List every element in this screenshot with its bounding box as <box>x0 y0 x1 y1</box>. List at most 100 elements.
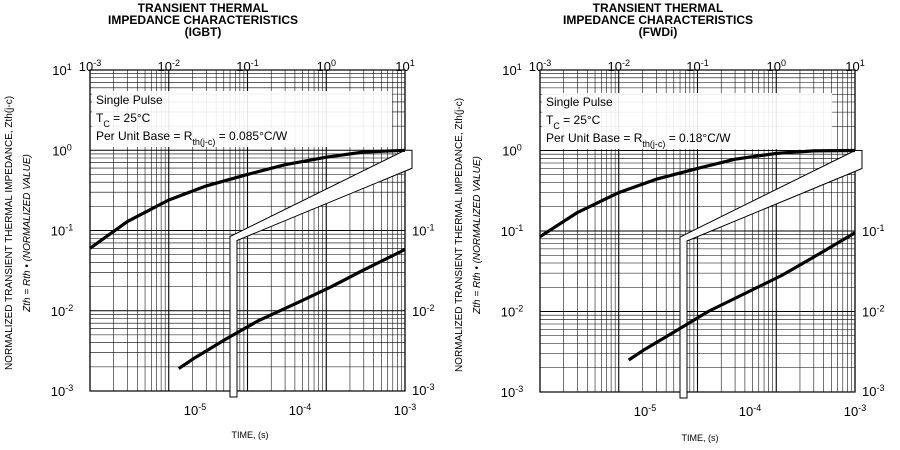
upper-x-tick-label: 101 <box>845 58 864 74</box>
upper-x-tick-label: 10-3 <box>529 58 551 74</box>
chart-title-line: (IGBT) <box>185 25 222 39</box>
tick-exponent: -3 <box>515 384 523 394</box>
lower-x-tick-label: 10-3 <box>844 403 866 419</box>
annotation-box <box>542 93 832 149</box>
left-y-tick-label: 10-2 <box>51 303 73 319</box>
annotation-base: Per Unit Base = Rth(j-c) = 0.18°C/W <box>546 131 731 149</box>
tick-exponent: -3 <box>858 403 866 413</box>
tick-exponent: -5 <box>198 402 206 412</box>
tick-exponent: 1 <box>517 62 522 72</box>
y-axis-label: NORMALIZED TRANSIENT THERMAL IMPEDANCE, … <box>4 96 15 370</box>
x-axis-label: TIME, (s) <box>682 433 719 443</box>
left-y-tick-label: 10-1 <box>51 223 73 239</box>
tick-base: 10 <box>844 404 858 419</box>
annotation-base-main: Per Unit Base = R <box>96 129 193 143</box>
tick-base: 10 <box>412 304 426 319</box>
annotation-temp-sub: C <box>103 119 110 129</box>
right-y-tick-label: 10-3 <box>412 382 434 398</box>
scale-break <box>679 150 863 399</box>
tick-exponent: -1 <box>426 223 434 233</box>
annotation-temp-rest: = 25°C <box>560 113 601 127</box>
tick-exponent: -2 <box>622 58 630 68</box>
annotation-box <box>92 91 392 147</box>
tick-exponent: 0 <box>67 142 72 152</box>
tick-exponent: 1 <box>67 62 72 72</box>
tick-base: 10 <box>529 59 543 74</box>
right-y-tick-label: 10-2 <box>412 303 434 319</box>
right-y-tick-label: 10-2 <box>862 304 884 320</box>
upper-x-tick-label: 100 <box>767 58 786 74</box>
tick-base: 10 <box>501 224 515 239</box>
annotation-pulse: Single Pulse <box>96 93 163 107</box>
tick-exponent: 0 <box>331 58 336 68</box>
tick-base: 10 <box>608 59 622 74</box>
chart-title-line: (FWDi) <box>639 25 678 39</box>
annotation-temp: TC = 25°C <box>96 111 151 129</box>
plot-frame <box>539 69 856 393</box>
left-y-tick-label: 10-3 <box>51 383 73 399</box>
tick-base: 10 <box>51 224 65 239</box>
annotation-base-main: Per Unit Base = R <box>546 131 643 145</box>
scale-break <box>229 149 413 398</box>
annotation-base-sub: th(j-c) <box>642 139 665 149</box>
tick-exponent: -1 <box>876 223 884 233</box>
y-axis-label-secondary: Zth = Rth • (NORMALIZED VALUE) <box>22 154 33 313</box>
chart-panel-fwdi: TRANSIENT THERMAL IMPEDANCE CHARACTERISTI… <box>450 0 900 450</box>
tick-base: 10 <box>52 143 66 158</box>
tick-base: 10 <box>412 383 426 398</box>
tick-base: 10 <box>767 59 781 74</box>
left-y-tick-label: 100 <box>52 142 71 158</box>
annotation-temp-main: T <box>546 113 554 127</box>
tick-base: 10 <box>51 384 65 399</box>
annotation-temp-main: T <box>96 111 104 125</box>
tick-exponent: 1 <box>860 58 865 68</box>
tick-base: 10 <box>862 224 876 239</box>
chart-title-line: IMPEDANCE CHARACTERISTICS <box>108 13 298 27</box>
tick-base: 10 <box>501 305 515 320</box>
lower-x-tick-label: 10-3 <box>394 402 416 418</box>
y-axis-label: NORMALIZED TRANSIENT THERMAL IMPEDANCE, … <box>454 98 465 372</box>
upper-x-tick-label: 10-2 <box>158 58 180 74</box>
tick-base: 10 <box>412 224 426 239</box>
tick-exponent: -5 <box>648 403 656 413</box>
chart-title-line: TRANSIENT THERMAL <box>593 1 724 15</box>
left-y-tick-label: 10-2 <box>501 304 523 320</box>
series-upper-curve <box>89 148 406 250</box>
lower-x-tick-label: 10-4 <box>739 403 761 419</box>
upper-x-tick-label: 10-2 <box>608 58 630 74</box>
left-y-tick-label: 10-3 <box>501 384 523 400</box>
tick-exponent: -2 <box>172 58 180 68</box>
lower-x-tick-label: 10-4 <box>289 402 311 418</box>
tick-exponent: -3 <box>408 402 416 412</box>
upper-x-tick-label: 10-3 <box>79 58 101 74</box>
annotation-base-sub: th(j-c) <box>192 137 215 147</box>
tick-base: 10 <box>739 404 753 419</box>
right-y-tick-label: 10-1 <box>862 223 884 239</box>
upper-x-tick-label: 101 <box>395 58 414 74</box>
tick-base: 10 <box>845 59 859 74</box>
tick-base: 10 <box>289 403 303 418</box>
annotation-temp: TC = 25°C <box>546 113 601 131</box>
tick-exponent: -2 <box>65 303 73 313</box>
tick-base: 10 <box>158 59 172 74</box>
tick-exponent: -1 <box>65 223 73 233</box>
tick-exponent: -3 <box>65 383 73 393</box>
annotation-base-rest: = 0.085°C/W <box>215 129 288 143</box>
upper-x-tick-label: 100 <box>317 58 336 74</box>
tick-base: 10 <box>862 384 876 399</box>
tick-base: 10 <box>502 63 516 78</box>
tick-exponent: -4 <box>753 403 761 413</box>
tick-base: 10 <box>394 403 408 418</box>
chart-title-line: IMPEDANCE CHARACTERISTICS <box>563 13 753 27</box>
tick-base: 10 <box>395 59 409 74</box>
tick-base: 10 <box>862 305 876 320</box>
annotation-pulse: Single Pulse <box>546 95 613 109</box>
tick-exponent: -1 <box>701 58 709 68</box>
tick-exponent: -1 <box>251 58 259 68</box>
tick-exponent: -4 <box>303 402 311 412</box>
tick-exponent: -3 <box>543 58 551 68</box>
upper-x-tick-label: 10-1 <box>686 58 708 74</box>
tick-base: 10 <box>79 59 93 74</box>
